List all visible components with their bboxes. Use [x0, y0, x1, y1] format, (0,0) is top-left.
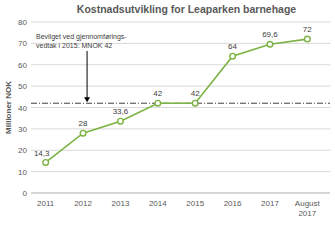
marker	[192, 100, 198, 106]
y-axis-label: Millioner NOK	[4, 81, 13, 134]
x-tick-label-line: 2017	[298, 209, 316, 218]
series-line	[46, 39, 308, 162]
grid-line	[31, 150, 330, 151]
annotation: Bevilget ved gjennomførings-vedtak i 201…	[36, 33, 127, 49]
y-tick-label: 40	[18, 104, 27, 113]
marker	[305, 36, 311, 42]
y-tick-label: 20	[18, 146, 27, 155]
x-tick-label-line: 2013	[112, 199, 130, 208]
grid-line	[31, 128, 330, 129]
x-tick-label: 2013	[112, 199, 130, 208]
x-axis	[31, 193, 330, 194]
grid-line	[31, 64, 330, 65]
data-label: 72	[303, 25, 312, 34]
y-tick-label: 10	[18, 168, 27, 177]
marker	[230, 53, 236, 59]
annotation-arrowhead	[84, 97, 90, 102]
x-tick-label-line: 2017	[261, 199, 279, 208]
data-label: 69,6	[262, 30, 278, 39]
grid-line	[31, 107, 330, 108]
y-tick-label: 60	[18, 61, 27, 70]
y-tick-label: 0	[23, 189, 28, 198]
annotation-arrow	[87, 51, 88, 99]
grid-line	[31, 193, 330, 194]
x-tick-label: 2014	[149, 199, 167, 208]
title: Kostnadsutvikling for Leaparken barnehag…	[77, 3, 297, 15]
x-tick-label-line: 2014	[149, 199, 167, 208]
x-tick-label: 2015	[186, 199, 204, 208]
y-tick-label: 80	[18, 18, 27, 27]
marker	[155, 100, 161, 106]
grid-line	[31, 86, 330, 87]
x-tick-label-line: 2015	[186, 199, 204, 208]
x-tick-label-line: 2012	[74, 199, 92, 208]
x-tick-label-line: 2011	[37, 199, 55, 208]
chart: Kostnadsutvikling for Leaparken barnehag…	[0, 0, 335, 228]
x-tick-label: 2016	[224, 199, 242, 208]
y-tick-label: 70	[18, 39, 27, 48]
marker	[43, 160, 49, 166]
grid-line	[31, 22, 330, 23]
y-tick-label: 30	[18, 125, 27, 134]
x-tick-label-line: August	[295, 199, 321, 208]
x-tick-label: 2011	[37, 199, 55, 208]
grid-line	[31, 171, 330, 172]
marker	[267, 41, 273, 47]
x-tick-label: 2012	[74, 199, 92, 208]
data-label: 33,6	[113, 107, 129, 116]
data-label: 42	[153, 89, 162, 98]
x-tick-label: 2017	[261, 199, 279, 208]
plot-area	[43, 36, 310, 165]
annotation-line: vedtak i 2015: MNOK 42	[36, 42, 112, 49]
x-tick-label-line: 2016	[224, 199, 242, 208]
data-label: 28	[79, 119, 88, 128]
data-label: 64	[228, 42, 237, 51]
marker	[118, 118, 124, 124]
x-tick-label: August2017	[295, 199, 321, 218]
data-label: 42	[191, 89, 200, 98]
y-tick-label: 50	[18, 82, 27, 91]
data-label: 14,3	[34, 149, 50, 158]
marker	[80, 130, 86, 136]
annotation-line: Bevilget ved gjennomførings-	[36, 33, 127, 41]
